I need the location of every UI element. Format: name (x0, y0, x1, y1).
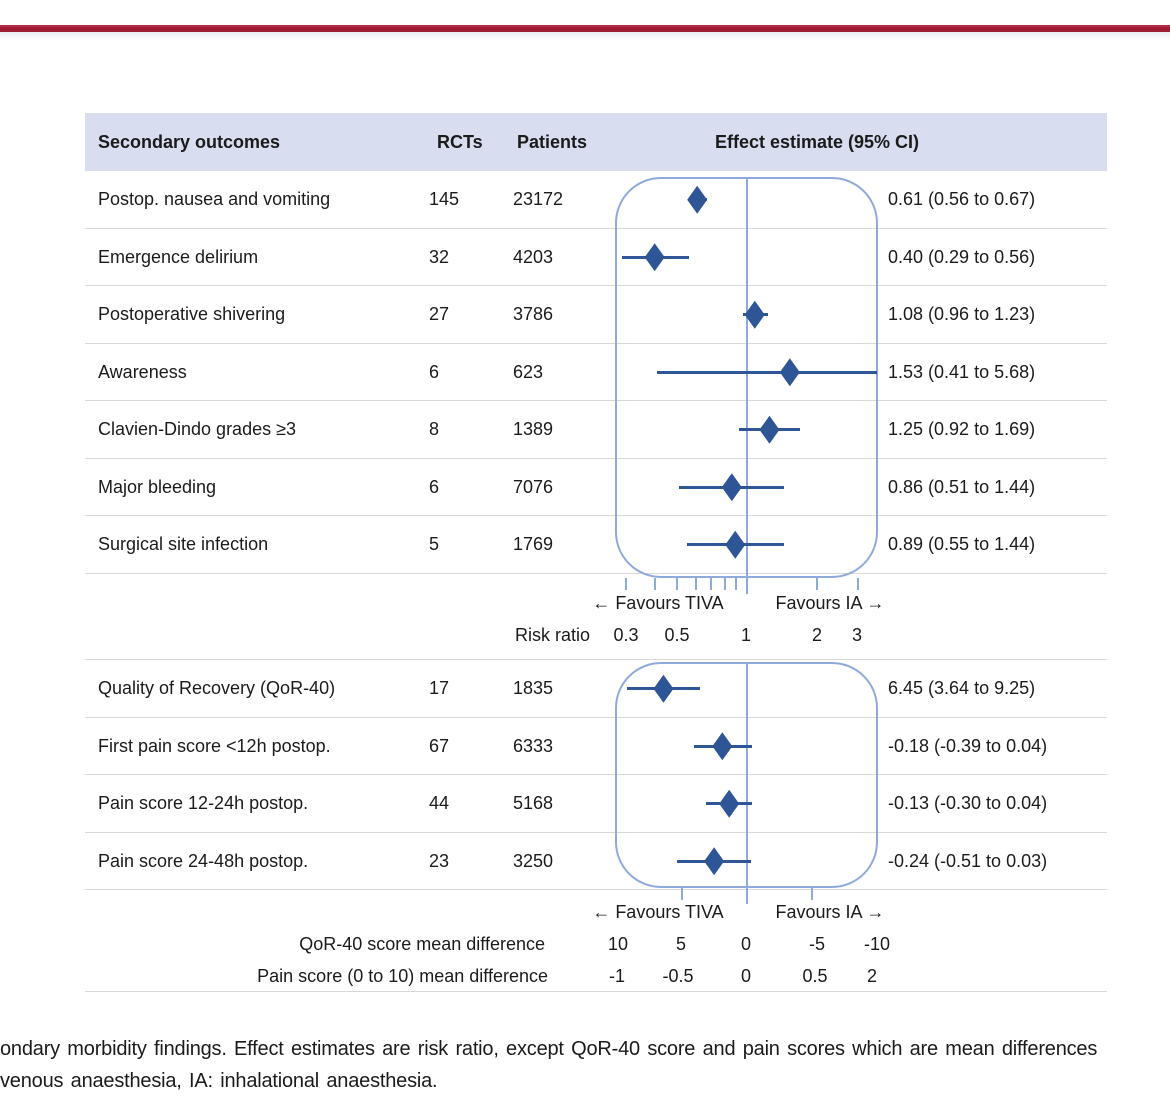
axis-tick-label: 3 (851, 624, 863, 645)
rcts-count: 32 (429, 246, 450, 267)
figure-caption: ondary morbidity findings. Effect estima… (0, 1033, 1170, 1097)
table-row: Pain score 12-24h postop. 44 5168 -0.13 (-0… (85, 775, 1107, 833)
favours-tiva-label: ← Favours TIVA (592, 902, 724, 922)
effect-estimate-value: 1.25 (0.92 to 1.69) (888, 419, 1036, 439)
favours-ia-label: Favours IA → (775, 902, 885, 922)
page-accent-bar (0, 25, 1170, 32)
patients-count: 4203 (513, 246, 554, 267)
table-row: First pain score <12h postop. 67 6333 -0.18… (85, 718, 1107, 775)
axis-tick-label: 2 (866, 966, 878, 986)
header-secondary-outcomes: Secondary outcomes (98, 132, 281, 152)
outcome-label: Emergence delirium (98, 246, 259, 267)
axis-tick-label: -5 (808, 934, 826, 954)
rcts-count: 6 (429, 361, 440, 382)
effect-estimate-value: 0.86 (0.51 to 1.44) (888, 476, 1036, 497)
favours-tiva-label: ← Favours TIVA (592, 592, 724, 613)
rcts-count: 145 (429, 189, 460, 209)
outcome-label: Awareness (98, 361, 187, 382)
effect-estimate-value: -0.18 (-0.39 to 0.04) (888, 735, 1048, 756)
rcts-count: 27 (429, 304, 450, 324)
axis-scale-label: Pain score (0 to 10) mean difference (257, 966, 548, 986)
patients-count: 6333 (513, 735, 554, 756)
rcts-count: 44 (429, 793, 450, 813)
axis-tick-label: 2 (811, 624, 823, 645)
effect-estimate-value: 0.61 (0.56 to 0.67) (888, 189, 1036, 209)
outcome-label: Clavien-Dindo grades ≥3 (98, 419, 296, 439)
outcome-label: Postop. nausea and vomiting (98, 189, 331, 209)
table-row: Major bleeding 6 7076 0.86 (0.51 to 1.44) (85, 459, 1107, 516)
axis-scale-line: Risk ratio 0.3 0.5 1 2 3 (85, 623, 1107, 647)
effect-estimate-value: 1.53 (0.41 to 5.68) (888, 361, 1036, 382)
risk-ratio-axis-section: ← Favours TIVA Favours IA → Risk ratio 0.3 0… (85, 574, 1107, 660)
outcome-label: Pain score 12-24h postop. (98, 793, 309, 813)
axis-scale-line: QoR-40 score mean difference 10 5 0 -5 -10 (85, 932, 1107, 956)
rcts-count: 8 (429, 419, 440, 439)
axis-favours-line: ← Favours TIVA Favours IA → (85, 900, 1107, 924)
outcome-label: First pain score <12h postop. (98, 735, 331, 756)
table-row: Emergence delirium 32 4203 0.40 (0.29 to 0.… (85, 229, 1107, 286)
table-row: Awareness 6 623 1.53 (0.41 to 5.68) (85, 344, 1107, 401)
table-row: Clavien-Dindo grades ≥3 8 1389 1.25 (0.92 t… (85, 401, 1107, 459)
effect-estimate-value: 1.08 (0.96 to 1.23) (888, 304, 1036, 324)
axis-tick-label: -0.5 (662, 966, 694, 986)
caption-line-1: ondary morbidity findings. Effect estima… (0, 1038, 1098, 1060)
patients-count: 23172 (513, 189, 564, 209)
axis-tick-label: 0.5 (664, 624, 690, 645)
axis-tick-label: 0.3 (613, 624, 639, 645)
effect-estimate-value: -0.13 (-0.30 to 0.04) (888, 793, 1048, 813)
rcts-count: 17 (429, 678, 450, 698)
patients-count: 5168 (513, 793, 554, 813)
outcome-label: Postoperative shivering (98, 304, 286, 324)
axis-tick-label: 0.5 (802, 966, 828, 986)
table-row: Quality of Recovery (QoR-40) 17 1835 6.45 (… (85, 660, 1107, 718)
table-row: Postop. nausea and vomiting 145 23172 0.61 … (85, 171, 1107, 229)
table-row: Pain score 24-48h postop. 23 3250 -0.24 (-0… (85, 833, 1107, 890)
patients-count: 7076 (513, 476, 554, 497)
effect-estimate-value: 0.89 (0.55 to 1.44) (888, 534, 1036, 554)
table-header-row: Secondary outcomes RCTs Patients Effect … (85, 113, 1107, 171)
outcome-label: Pain score 24-48h postop. (98, 850, 309, 871)
patients-count: 3786 (513, 304, 554, 324)
axis-tick-label: 10 (607, 934, 629, 954)
effect-estimate-value: -0.24 (-0.51 to 0.03) (888, 850, 1048, 871)
accent-bar-shadow (0, 32, 1170, 41)
forest-plot-figure: Secondary outcomes RCTs Patients Effect … (85, 113, 1107, 992)
outcome-label: Quality of Recovery (QoR-40) (98, 678, 336, 698)
axis-tick-label: -10 (863, 934, 891, 954)
rcts-count: 5 (429, 534, 440, 554)
outcome-label: Major bleeding (98, 476, 217, 497)
effect-estimate-value: 0.40 (0.29 to 0.56) (888, 246, 1036, 267)
axis-tick-label: 5 (675, 934, 687, 954)
axis-scale-label: QoR-40 score mean difference (299, 934, 545, 954)
rcts-count: 6 (429, 476, 440, 497)
axis-scale-line: Pain score (0 to 10) mean difference -1 -0… (85, 964, 1107, 988)
header-rcts: RCTs (437, 132, 483, 152)
axis-tick-label: -1 (608, 966, 626, 986)
mean-difference-axis-section: ← Favours TIVA Favours IA → QoR-40 score m… (85, 890, 1107, 992)
axis-tick-label: 0 (740, 966, 752, 986)
patients-count: 1389 (513, 419, 554, 439)
axis-tick-label: 0 (740, 934, 752, 954)
patients-count: 1769 (513, 534, 554, 554)
axis-tick-label: 1 (740, 624, 752, 645)
outcome-label: Surgical site infection (98, 534, 269, 554)
patients-count: 623 (513, 361, 544, 382)
axis-favours-line: ← Favours TIVA Favours IA → (85, 591, 1107, 615)
axis-scale-label: Risk ratio (514, 624, 590, 645)
caption-line-2: venous anaesthesia, IA: inhalational ana… (0, 1070, 438, 1092)
rcts-count: 67 (429, 735, 450, 756)
table-row: Postoperative shivering 27 3786 1.08 (0.96 … (85, 286, 1107, 344)
effect-estimate-value: 6.45 (3.64 to 9.25) (888, 678, 1036, 698)
rcts-count: 23 (429, 850, 450, 871)
table-row: Surgical site infection 5 1769 0.89 (0.55 t… (85, 516, 1107, 574)
header-effect-estimate: Effect estimate (95% CI) (714, 132, 920, 152)
favours-ia-label: Favours IA → (775, 592, 885, 613)
patients-count: 3250 (513, 850, 554, 871)
patients-count: 1835 (513, 678, 554, 698)
header-patients: Patients (517, 132, 588, 152)
